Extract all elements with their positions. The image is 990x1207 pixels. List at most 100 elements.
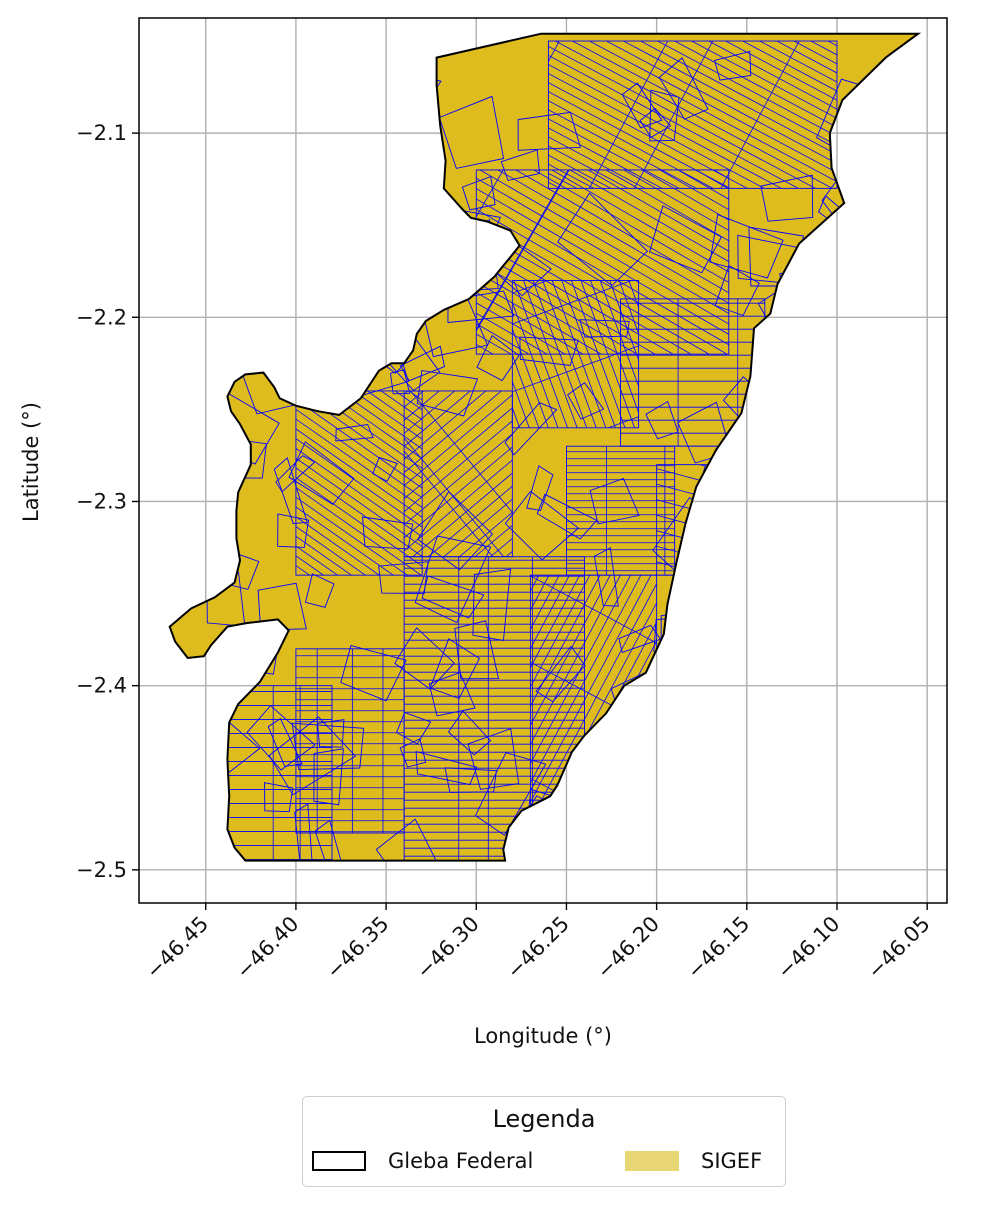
- parcel-outline: [844, 302, 888, 356]
- y-axis-label: Latitude (°): [19, 402, 43, 522]
- parcel-edge: [295, 390, 423, 530]
- parcel-edge: [530, 575, 657, 815]
- parcel-block: [295, 648, 405, 834]
- parcel-outline: [390, 65, 438, 130]
- parcel-edge: [404, 390, 513, 557]
- parcel-outline: [660, 606, 741, 655]
- parcel-outline: [681, 716, 733, 773]
- parcel-edge: [548, 41, 779, 189]
- parcel-edge: [295, 416, 423, 576]
- parcel-edge: [512, 316, 639, 418]
- parcel-edge: [530, 575, 654, 815]
- parcel-edge: [476, 169, 729, 355]
- parcel-edge: [530, 575, 657, 815]
- parcel-edge: [295, 390, 423, 576]
- parcel-outline: [820, 567, 863, 619]
- parcel-outline: [472, 568, 512, 642]
- parcel-edge: [404, 390, 513, 554]
- parcel-outline: [639, 107, 672, 139]
- parcel-edge: [530, 575, 657, 815]
- parcel-edge: [548, 41, 837, 189]
- parcel-edge: [295, 390, 423, 563]
- parcel-edge: [548, 41, 837, 187]
- parcel-edge: [548, 41, 837, 189]
- parcel-edge: [555, 0, 990, 31]
- parcel-outline: [271, 237, 348, 317]
- parcel-outline: [338, 344, 370, 375]
- parcel-outline: [288, 441, 355, 505]
- parcel-edge: [404, 400, 513, 557]
- parcel-outline: [785, 563, 819, 594]
- parcel-edge: [512, 280, 588, 428]
- parcel-outline: [378, 561, 429, 595]
- parcel-edge: [404, 390, 513, 557]
- parcel-outline: [567, 382, 605, 420]
- parcel-outline: [618, 624, 662, 653]
- parcel-outline: [649, 205, 723, 274]
- plot-frame: [138, 17, 948, 904]
- parcel-outline: [387, 66, 411, 114]
- parcel-edge: [476, 169, 729, 326]
- parcel-edge: [404, 423, 513, 557]
- parcel-edge: [527, 280, 630, 428]
- parcel-edge: [476, 181, 729, 355]
- parcel-outline: [304, 573, 335, 608]
- parcel-edge: [609, 41, 837, 189]
- parcel-edge: [476, 169, 665, 355]
- parcel-outline: [792, 389, 815, 413]
- legend: Legenda Gleba Federal SIGEF: [302, 1096, 786, 1187]
- parcel-outline: [476, 334, 520, 382]
- x-tick-label: −46.15: [682, 912, 754, 984]
- parcel-outline: [268, 716, 357, 796]
- parcel-edge: [476, 169, 729, 355]
- parcel-outline: [314, 819, 347, 861]
- parcel-outline: [295, 237, 318, 313]
- parcel-outline: [416, 370, 479, 417]
- parcel-edge: [530, 575, 657, 815]
- parcel-outline: [342, 241, 408, 291]
- parcel-edge: [713, 464, 765, 576]
- parcel-outline: [667, 821, 699, 859]
- y-axis-ticks: −2.1 −2.2 −2.3 −2.4 −2.5: [76, 121, 139, 882]
- legend-item-gleba-federal: Gleba Federal: [312, 1149, 533, 1173]
- parcel-outline: [500, 149, 540, 181]
- parcel-edge: [404, 393, 513, 557]
- parcel-block-outline: [403, 390, 513, 558]
- parcel-edge: [548, 41, 837, 189]
- x-tick-label: −46.10: [773, 912, 845, 984]
- parcel-outline: [454, 620, 500, 680]
- parcel-outline: [782, 499, 808, 521]
- parcel-edge: [476, 169, 729, 355]
- parcel-outline: [760, 174, 814, 222]
- parcel-edge: [512, 280, 605, 428]
- parcel-outline: [372, 456, 398, 482]
- y-tick-label: −2.1: [76, 121, 127, 145]
- parcel-edge: [404, 390, 513, 523]
- parcel-edge: [476, 169, 729, 342]
- parcel-edge: [561, 280, 639, 428]
- x-tick-label: −46.40: [232, 912, 304, 984]
- parcel-outline: [557, 192, 649, 287]
- parcel-outline: [335, 424, 374, 442]
- parcel-outline: [579, 319, 630, 338]
- parcel-outline: [744, 469, 793, 519]
- parcel-outline: [842, 342, 878, 371]
- parcel-edge: [295, 403, 423, 576]
- parcel-edge: [295, 390, 423, 550]
- parcel-edge: [558, 0, 990, 24]
- legend-item-sigef: SIGEF: [625, 1149, 762, 1173]
- parcel-outline: [399, 345, 446, 382]
- parcel-edge: [295, 390, 423, 537]
- parcel-outline: [236, 237, 293, 287]
- parcel-outline: [798, 699, 840, 737]
- parcel-outline: [561, 808, 607, 855]
- parcel-edge: [295, 462, 423, 576]
- y-tick-label: −2.2: [76, 305, 127, 329]
- parcel-outline: [395, 74, 442, 129]
- parcel-edge: [544, 280, 639, 428]
- parcel-block: [475, 169, 730, 355]
- parcel-outline: [291, 722, 365, 771]
- parcel-edge: [650, 575, 657, 815]
- parcel-outline: [267, 718, 303, 767]
- parcel-outline: [504, 490, 580, 561]
